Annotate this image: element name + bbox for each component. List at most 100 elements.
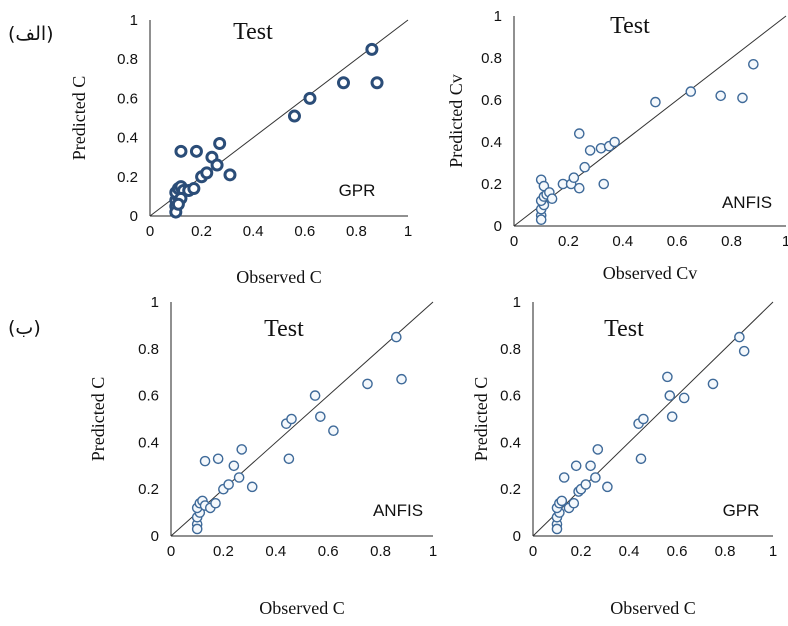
chart-3: 0 0.2 0.4 0.6 0.8 1 0 0.2 0.4 0.6 0.8 1 Test ANFIS Obs… <box>88 294 437 618</box>
model-label: ANFIS <box>722 193 772 212</box>
model-label: GPR <box>723 501 760 520</box>
data-point <box>223 168 237 182</box>
chart-title: Test <box>604 316 644 342</box>
x-tick-label: 0.4 <box>619 543 640 560</box>
y-tick-label: 0.8 <box>138 341 159 358</box>
x-axis-title: Observed C <box>236 267 321 287</box>
model-label: GPR <box>339 181 376 200</box>
data-point <box>303 91 317 105</box>
data-point <box>189 144 203 158</box>
data-point <box>213 136 227 150</box>
data-point <box>287 109 301 123</box>
data-point <box>212 453 224 465</box>
x-tick-label: 0 <box>510 233 518 250</box>
chart-1: 0 0.2 0.4 0.6 0.8 1 0 0.2 0.4 0.6 0.8 1 Test GPR Obser… <box>69 12 412 287</box>
x-tick-label: 0.4 <box>612 233 633 250</box>
data-point <box>200 166 214 180</box>
data-point <box>187 182 201 196</box>
data-point <box>246 481 258 493</box>
data-point <box>638 413 649 425</box>
x-tick-label: 0.6 <box>667 543 688 560</box>
data-point <box>233 472 245 483</box>
data-point <box>328 425 339 437</box>
y-tick-label: 0.8 <box>500 341 521 358</box>
data-point <box>315 411 326 422</box>
chart-title: Test <box>610 13 650 39</box>
data-point <box>748 59 759 70</box>
data-point <box>590 472 601 483</box>
y-axis-title: Predicted Cv <box>446 74 466 167</box>
data-point <box>391 331 402 343</box>
y-tick-label: 0.4 <box>117 130 138 147</box>
data-point <box>174 144 188 158</box>
x-tick-label: 0.6 <box>318 543 339 560</box>
data-point <box>707 378 719 390</box>
y-tick-label: 1 <box>494 8 502 25</box>
data-point <box>573 182 585 194</box>
x-tick-label: 0.6 <box>667 233 688 250</box>
y-tick-label: 0.4 <box>138 434 159 451</box>
data-point <box>556 495 568 507</box>
x-tick-label: 0.8 <box>370 543 391 560</box>
data-point <box>568 497 580 509</box>
panel-label-b: (ب) <box>8 317 41 339</box>
data-point <box>685 86 697 97</box>
data-point <box>199 455 211 467</box>
y-tick-label: 0 <box>151 528 159 545</box>
data-point <box>568 172 580 183</box>
x-axis-title: Observed Cv <box>603 263 697 283</box>
x-tick-label: 0.2 <box>191 223 212 240</box>
data-point <box>370 76 384 90</box>
x-tick-label: 0.2 <box>571 543 592 560</box>
data-point <box>210 158 224 172</box>
x-tick-label: 0.6 <box>294 223 315 240</box>
x-tick-label: 1 <box>769 543 777 560</box>
data-point <box>535 214 547 225</box>
x-tick-label: 0 <box>146 223 154 240</box>
data-point <box>734 331 745 343</box>
data-point <box>609 136 620 148</box>
y-tick-label: 0.4 <box>500 434 521 451</box>
y-tick-label: 0.4 <box>481 134 502 151</box>
y-tick-label: 0 <box>130 208 138 225</box>
data-point <box>715 90 727 102</box>
data-point <box>585 460 596 472</box>
x-tick-label: 0.4 <box>243 223 264 240</box>
y-tick-label: 0.6 <box>117 90 138 107</box>
y-tick-label: 0.2 <box>117 169 138 186</box>
panel-label-a: (الف) <box>8 23 54 45</box>
x-tick-label: 1 <box>404 223 412 240</box>
x-axis-title: Observed C <box>610 598 695 618</box>
y-tick-label: 0.8 <box>481 50 502 67</box>
data-point <box>210 497 221 509</box>
data-point <box>546 193 558 204</box>
x-tick-label: 0 <box>167 543 175 560</box>
data-point <box>580 479 592 490</box>
data-point <box>365 42 379 56</box>
model-label: ANFIS <box>373 501 423 520</box>
data-point <box>362 378 373 390</box>
data-point <box>286 413 297 425</box>
data-point <box>337 76 350 90</box>
y-axis-title: Predicted C <box>471 377 491 461</box>
y-tick-label: 0.2 <box>481 176 502 193</box>
x-tick-label: 0.8 <box>721 233 742 250</box>
data-point <box>666 411 678 422</box>
x-tick-label: 0.8 <box>715 543 736 560</box>
data-point <box>635 453 647 465</box>
data-point <box>579 161 591 173</box>
y-tick-label: 0.6 <box>500 388 521 405</box>
y-axis-title: Predicted C <box>69 76 89 160</box>
y-tick-label: 0.8 <box>117 51 138 68</box>
reference-line <box>170 301 434 537</box>
data-point <box>738 345 750 357</box>
data-point <box>664 390 676 401</box>
data-point <box>662 371 673 383</box>
data-point <box>592 444 604 455</box>
x-tick-label: 0.8 <box>346 223 367 240</box>
chart-title: Test <box>233 19 273 45</box>
charts-group: 0 0.2 0.4 0.6 0.8 1 0 0.2 0.4 0.6 0.8 1 Test GPR Obser… <box>69 8 788 618</box>
x-tick-label: 1 <box>782 233 788 250</box>
y-tick-label: 0.6 <box>138 388 159 405</box>
